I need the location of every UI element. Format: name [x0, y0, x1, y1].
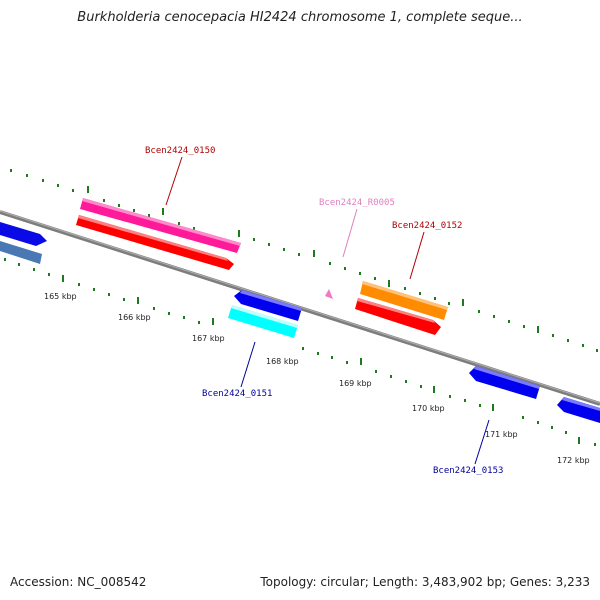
gene-bcen2424-0152[interactable] — [360, 281, 448, 320]
label-line-r0005 — [342, 208, 358, 258]
upper-tick-row — [10, 169, 598, 352]
lower-tick-row — [4, 258, 596, 446]
label-line-0150 — [165, 156, 183, 206]
gene-label-0151[interactable]: Bcen2424_0151 — [202, 389, 272, 399]
map-title: Burkholderia cenocepacia HI2424 chromoso… — [77, 10, 523, 25]
label-line-0153 — [474, 419, 490, 465]
gene-red-lower[interactable] — [355, 298, 441, 335]
gene-label-0152[interactable]: Bcen2424_0152 — [392, 221, 462, 231]
topology-summary: Topology: circular; Length: 3,483,902 bp… — [260, 575, 590, 589]
tick-label-170: 170 kbp — [412, 404, 445, 413]
tick-label-165: 165 kbp — [44, 292, 77, 301]
gene-right-blue[interactable] — [557, 397, 600, 423]
gene-label-0150[interactable]: Bcen2424_0150 — [145, 146, 215, 156]
tick-label-166: 166 kbp — [118, 313, 151, 322]
accession-label: Accession: NC_008542 — [10, 575, 147, 589]
tick-label-172: 172 kbp — [557, 456, 590, 465]
tick-label-168: 168 kbp — [266, 357, 299, 366]
tick-label-171: 171 kbp — [485, 430, 518, 439]
gene-bcen2424-r0005[interactable] — [325, 289, 333, 299]
gene-label-0153[interactable]: Bcen2424_0153 — [433, 466, 503, 476]
gene-blue-reverse-167[interactable] — [234, 290, 302, 321]
label-line-0151 — [240, 341, 256, 388]
gene-left-steelblue[interactable] — [0, 241, 42, 264]
tick-label-169: 169 kbp — [339, 379, 372, 388]
gene-left-blue-arrow[interactable] — [0, 222, 47, 246]
label-line-0152 — [409, 231, 425, 280]
tick-label-167: 167 kbp — [192, 334, 225, 343]
gene-bcen2424-0151[interactable] — [228, 305, 298, 338]
gene-bcen2424-0153[interactable] — [469, 366, 540, 399]
gene-label-r0005[interactable]: Bcen2424_R0005 — [319, 198, 395, 208]
